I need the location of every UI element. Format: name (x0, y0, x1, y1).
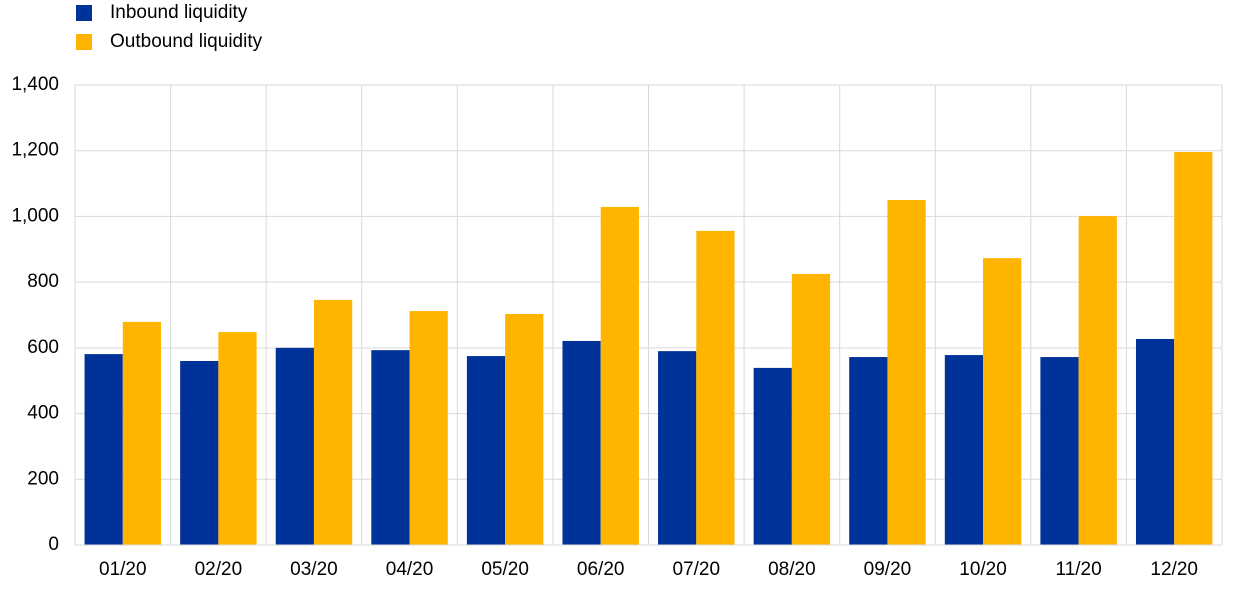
bar (887, 200, 926, 545)
x-tick-label: 03/20 (290, 559, 338, 580)
bar (371, 350, 410, 545)
x-tick-label: 05/20 (481, 559, 529, 580)
bar (1040, 357, 1079, 545)
bar (313, 299, 353, 545)
x-tick-label: 06/20 (577, 559, 625, 580)
x-tick-label: 04/20 (386, 559, 434, 580)
bar (275, 347, 314, 545)
y-tick-label: 1,200 (11, 140, 59, 161)
legend-swatch (76, 34, 92, 50)
bar (791, 273, 831, 545)
bar (753, 367, 792, 545)
bar (409, 311, 448, 545)
x-tick-label: 09/20 (864, 559, 912, 580)
legend-swatch (76, 5, 92, 21)
bar (944, 355, 984, 545)
x-tick-label: 11/20 (1056, 559, 1102, 580)
x-tick-label: 07/20 (673, 559, 721, 580)
x-tick-label: 01/20 (99, 559, 147, 580)
bar (562, 340, 601, 545)
y-tick-label: 1,400 (11, 74, 59, 95)
x-tick-label: 02/20 (195, 559, 243, 580)
y-tick-label: 800 (27, 271, 59, 292)
y-tick-label: 0 (48, 534, 59, 555)
bar (849, 357, 888, 545)
bar (122, 321, 162, 545)
x-tick-label: 12/20 (1150, 559, 1198, 580)
bar (983, 258, 1022, 545)
x-tick-label: 10/20 (959, 559, 1007, 580)
bar (1174, 152, 1213, 545)
bar (658, 351, 697, 545)
bar (600, 206, 639, 545)
bar (505, 314, 544, 545)
bar (466, 356, 506, 545)
bar (1135, 338, 1175, 545)
legend-label: Outbound liquidity (110, 31, 263, 52)
y-tick-label: 600 (27, 337, 59, 358)
bar (1078, 216, 1117, 545)
y-tick-label: 1,000 (11, 205, 59, 226)
bar (84, 354, 123, 545)
legend-label: Inbound liquidity (110, 2, 248, 23)
y-tick-label: 200 (27, 468, 59, 489)
x-tick-label: 08/20 (768, 559, 816, 580)
y-tick-label: 400 (27, 403, 59, 424)
bar (180, 361, 219, 545)
bar (218, 332, 257, 545)
bar (696, 230, 735, 545)
